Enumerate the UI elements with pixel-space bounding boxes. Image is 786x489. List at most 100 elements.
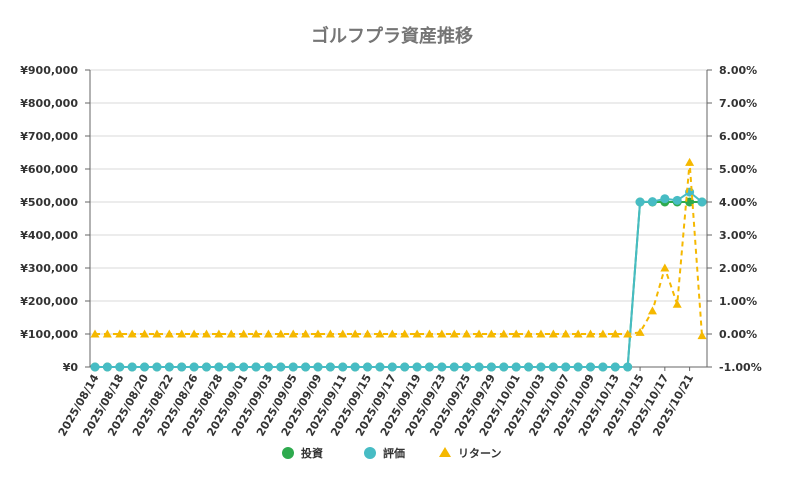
data-point-circle — [387, 362, 397, 372]
data-point-circle — [115, 362, 125, 372]
series-line — [95, 162, 703, 336]
data-point-triangle — [313, 329, 323, 338]
data-point-triangle — [586, 329, 596, 338]
data-point-triangle — [400, 329, 410, 338]
data-point-triangle — [424, 329, 434, 338]
left-axis-tick-label: ¥500,000 — [20, 196, 78, 209]
legend-label: 評価 — [383, 446, 405, 460]
data-point-triangle — [189, 329, 199, 338]
data-point-circle — [660, 194, 670, 204]
series — [90, 157, 707, 372]
data-point-triangle — [499, 329, 509, 338]
data-point-circle — [90, 362, 100, 372]
data-point-circle — [635, 197, 645, 207]
data-point-triangle — [301, 329, 311, 338]
data-point-circle — [350, 362, 360, 372]
series-line — [95, 190, 703, 368]
data-point-circle — [412, 362, 422, 372]
data-point-triangle — [102, 329, 112, 338]
data-point-circle — [424, 362, 434, 372]
data-point-circle — [276, 362, 286, 372]
data-point-circle — [214, 362, 224, 372]
data-point-triangle — [449, 329, 459, 338]
data-point-circle — [251, 362, 261, 372]
axes: ¥0 -1.00% ¥100,000 0.00% ¥200,000 1.00% ¥300,0… — [20, 64, 762, 438]
left-axis-tick-label: ¥900,000 — [20, 64, 78, 77]
data-point-circle — [189, 362, 199, 372]
data-point-triangle — [635, 327, 645, 336]
data-point-triangle — [140, 329, 150, 338]
data-point-triangle — [350, 329, 360, 338]
left-axis-tick-label: ¥400,000 — [20, 229, 78, 242]
data-point-circle — [325, 362, 335, 372]
data-point-circle — [586, 362, 596, 372]
data-point-triangle — [660, 263, 670, 272]
legend-label: リターン — [458, 447, 501, 460]
data-point-triangle — [251, 329, 261, 338]
data-point-triangle — [412, 329, 422, 338]
data-point-triangle — [437, 329, 447, 338]
data-point-triangle — [697, 331, 707, 340]
data-point-triangle — [177, 329, 187, 338]
data-point-triangle — [573, 329, 583, 338]
series-line — [95, 201, 702, 368]
left-axis-tick-label: ¥600,000 — [20, 163, 78, 176]
data-point-triangle — [152, 329, 162, 338]
data-point-triangle — [115, 329, 125, 338]
right-axis-tick-label: 2.00% — [719, 262, 757, 275]
data-point-triangle — [90, 329, 100, 338]
data-point-circle — [462, 362, 472, 372]
right-axis-tick-label: 8.00% — [719, 64, 757, 77]
data-point-circle — [437, 362, 447, 372]
data-point-circle — [338, 362, 348, 372]
data-point-triangle — [127, 329, 137, 338]
data-point-circle — [623, 362, 633, 372]
legend-marker-circle — [282, 447, 294, 459]
data-point-circle — [499, 362, 509, 372]
data-point-triangle — [338, 329, 348, 338]
data-point-triangle — [685, 157, 695, 166]
data-point-triangle — [462, 329, 472, 338]
data-point-triangle — [672, 299, 682, 308]
legend-marker-triangle — [439, 447, 451, 457]
legend: 投資 評価 リターン — [282, 446, 501, 460]
chart-title: ゴルフプラ資産推移 — [311, 25, 473, 47]
data-point-circle — [201, 362, 211, 372]
data-point-triangle — [164, 329, 174, 338]
left-axis-tick-label: ¥700,000 — [20, 130, 78, 143]
data-point-circle — [177, 362, 187, 372]
data-point-circle — [226, 362, 236, 372]
data-point-triangle — [511, 329, 521, 338]
data-point-triangle — [536, 329, 546, 338]
right-axis-tick-label: -1.00% — [719, 361, 762, 374]
data-point-triangle — [226, 329, 236, 338]
data-point-triangle — [524, 329, 534, 338]
data-point-triangle — [288, 329, 298, 338]
data-point-circle — [449, 362, 459, 372]
data-point-circle — [140, 362, 150, 372]
left-axis-tick-label: ¥800,000 — [20, 97, 78, 110]
data-point-triangle — [598, 329, 608, 338]
legend-label: 投資 — [301, 446, 323, 460]
data-point-circle — [486, 362, 496, 372]
data-point-triangle — [201, 329, 211, 338]
data-point-triangle — [276, 329, 286, 338]
data-point-triangle — [623, 329, 633, 338]
data-point-triangle — [387, 329, 397, 338]
data-point-circle — [511, 362, 521, 372]
data-point-triangle — [214, 329, 224, 338]
data-point-circle — [288, 362, 298, 372]
data-point-circle — [313, 362, 323, 372]
data-point-triangle — [325, 329, 335, 338]
left-axis-tick-label: ¥300,000 — [20, 262, 78, 275]
data-point-circle — [536, 362, 546, 372]
data-point-triangle — [610, 329, 620, 338]
left-axis-tick-label: ¥0 — [63, 361, 79, 374]
data-point-circle — [363, 362, 373, 372]
right-axis-tick-label: 1.00% — [719, 295, 757, 308]
left-axis-tick-label: ¥200,000 — [20, 295, 78, 308]
data-point-circle — [375, 362, 385, 372]
data-point-circle — [164, 362, 174, 372]
